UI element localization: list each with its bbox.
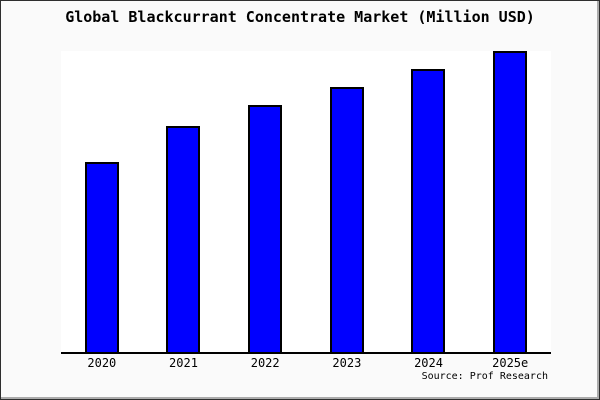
source-note: Source: Prof Research [421,371,548,382]
x-tick-label-2025e: 2025e [492,356,529,370]
x-tick-label-2024: 2024 [414,356,443,370]
chart-title: Global Blackcurrant Concentrate Market (… [65,8,535,26]
x-axis: 2020 2021 2022 2023 2024 2025e [61,356,551,370]
x-tick-label-2021: 2021 [169,356,198,370]
bar-2025e [493,51,528,352]
x-tick-label-2022: 2022 [250,356,280,370]
plot-area [61,51,551,354]
bar-2024 [411,69,446,352]
x-tick-label-2023: 2023 [332,356,362,370]
x-tick-label-2020: 2020 [87,356,117,370]
bar-2021 [166,126,201,352]
bar-2023 [329,87,364,352]
bar-2020 [84,162,119,352]
bar-2022 [248,105,283,352]
